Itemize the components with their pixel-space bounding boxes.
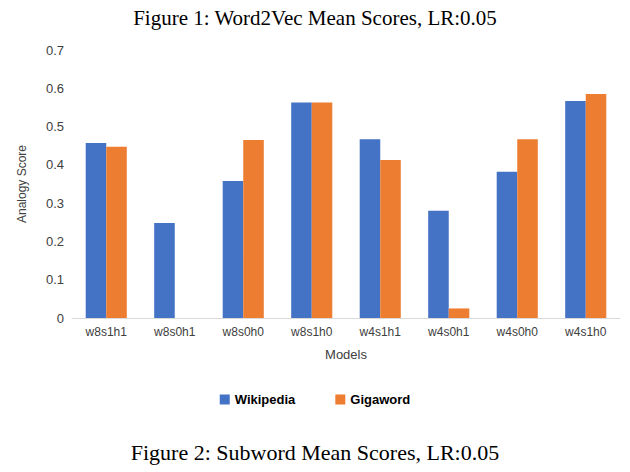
svg-text:0.5: 0.5 [46, 119, 64, 134]
svg-text:w8s0h1: w8s0h1 [153, 325, 196, 339]
svg-text:Wikipedia: Wikipedia [235, 392, 296, 407]
svg-text:w8s0h0: w8s0h0 [222, 325, 265, 339]
svg-text:0.1: 0.1 [46, 272, 64, 287]
svg-text:Figure 2: Subword Mean Scores,: Figure 2: Subword Mean Scores, LR:0.05 [131, 440, 499, 465]
svg-text:Models: Models [325, 347, 367, 362]
svg-text:0.6: 0.6 [46, 81, 64, 96]
svg-text:Figure 1: Word2Vec Mean Scores: Figure 1: Word2Vec Mean Scores, LR:0.05 [133, 6, 497, 30]
svg-text:w4s1h0: w4s1h0 [564, 325, 607, 339]
svg-text:w8s1h0: w8s1h0 [290, 325, 333, 339]
svg-text:Analogy Score: Analogy Score [15, 145, 29, 223]
svg-text:0: 0 [57, 311, 64, 326]
svg-text:w4s0h0: w4s0h0 [496, 325, 539, 339]
svg-text:w4s1h1: w4s1h1 [359, 325, 402, 339]
svg-text:0.7: 0.7 [46, 43, 64, 58]
svg-text:0.4: 0.4 [46, 157, 64, 172]
svg-text:w8s1h1: w8s1h1 [85, 325, 128, 339]
svg-text:0.2: 0.2 [46, 234, 64, 249]
svg-text:0.3: 0.3 [46, 196, 64, 211]
svg-text:w4s0h1: w4s0h1 [427, 325, 470, 339]
svg-text:Gigaword: Gigaword [350, 392, 410, 407]
